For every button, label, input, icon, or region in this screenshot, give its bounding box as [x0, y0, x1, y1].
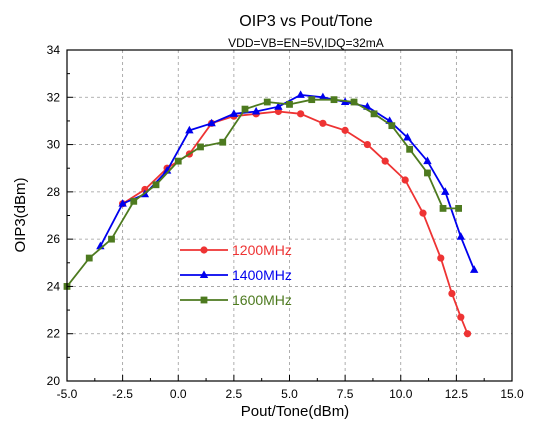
data-point-1600mhz: [219, 138, 227, 146]
data-point-1200mhz: [437, 254, 445, 262]
legend: 1200MHz 1400MHz 1600MHz: [180, 242, 292, 308]
data-point-1400mhz: [207, 118, 216, 127]
data-point-1200mhz: [401, 176, 409, 184]
data-point-1200mhz: [319, 119, 327, 127]
series-1600mhz: [63, 96, 462, 290]
data-point-1200mhz: [448, 289, 456, 298]
x-tick-label: 5.0: [281, 387, 298, 401]
data-point-1400mhz: [274, 102, 283, 110]
legend-label: 1400MHz: [232, 267, 292, 283]
data-point-1400mhz: [251, 106, 261, 115]
data-point-1400mhz: [441, 187, 450, 195]
data-point-1400mhz: [403, 132, 412, 141]
x-tick-label: -2.5: [112, 387, 133, 401]
data-point-1600mhz: [108, 235, 115, 243]
x-tick-label: 7.5: [337, 387, 354, 401]
data-point-1600mhz: [263, 98, 271, 106]
data-point-1400mhz: [118, 199, 127, 207]
data-point-1600mhz: [197, 143, 204, 151]
data-point-1400mhz: [423, 156, 432, 165]
data-point-1600mhz: [370, 110, 378, 118]
chart-title: OIP3 vs Pout/Tone: [239, 13, 373, 30]
legend-label: 1200MHz: [232, 242, 292, 258]
x-tick-label: 10.0: [389, 387, 413, 401]
y-tick-label: 24: [47, 279, 61, 293]
legend-item-1600mhz: 1600MHz: [180, 292, 292, 308]
data-point-1200mhz: [297, 110, 305, 118]
data-point-1200mhz: [419, 209, 427, 217]
x-tick-label: -5.0: [57, 387, 78, 401]
legend-marker: [200, 296, 208, 304]
grid: [67, 50, 512, 381]
legend-label: 1600MHz: [232, 292, 292, 308]
data-point-1400mhz: [296, 90, 305, 98]
data-point-1200mhz: [363, 140, 371, 149]
y-tick-label: 22: [47, 327, 61, 341]
y-tick-label: 26: [47, 232, 61, 246]
legend-item-1400mhz: 1400MHz: [180, 267, 292, 283]
data-point-1600mhz: [241, 105, 249, 113]
data-point-1400mhz: [456, 232, 466, 240]
data-point-1600mhz: [388, 122, 396, 130]
data-point-1600mhz: [455, 205, 462, 212]
chart-subtitle: VDD=VB=EN=5V,IDQ=32mA: [228, 36, 384, 50]
data-point-1600mhz: [439, 205, 447, 212]
data-point-1600mhz: [424, 169, 431, 177]
data-point-1200mhz: [341, 126, 349, 134]
y-tick-label: 32: [47, 90, 61, 104]
series-line-1600mhz: [66, 98, 459, 287]
legend-item-1200mhz: 1200MHz: [180, 242, 292, 258]
x-tick-label: 0.0: [170, 387, 187, 401]
data-point-1400mhz: [318, 92, 328, 101]
y-tick-label: 30: [47, 138, 61, 152]
data-point-1600mhz: [130, 197, 138, 205]
data-point-1600mhz: [286, 100, 293, 108]
data-point-1400mhz: [469, 265, 479, 273]
y-tick-label: 20: [47, 374, 61, 388]
x-tick-label: 12.5: [445, 387, 469, 401]
x-axis-label: Pout/Tone(dBm): [241, 403, 349, 420]
data-point-1600mhz: [152, 181, 160, 189]
ticks: -5.0 -2.5 0.0 2.5 5.0 7.5 10.0 12.5 15.0 20 22 24 26…: [47, 43, 524, 401]
data-point-1600mhz: [330, 96, 338, 104]
y-axis-label: OIP3(dBm): [12, 177, 29, 252]
data-point-1200mhz: [463, 330, 472, 338]
legend-marker: [200, 246, 208, 254]
y-tick-label: 34: [47, 43, 61, 57]
data-point-1200mhz: [457, 313, 465, 321]
data-point-1600mhz: [174, 157, 182, 165]
x-tick-label: 2.5: [226, 387, 243, 401]
legend-marker: [199, 270, 209, 278]
data-point-1200mhz: [381, 157, 389, 165]
data-point-1600mhz: [406, 145, 414, 153]
y-tick-label: 28: [47, 185, 61, 199]
data-point-1600mhz: [85, 254, 93, 262]
data-point-1400mhz: [185, 125, 194, 134]
x-tick-label: 15.0: [500, 387, 524, 401]
data-point-1400mhz: [229, 109, 239, 117]
data-point-1600mhz: [308, 96, 316, 104]
series-1200mhz: [119, 107, 472, 338]
data-point-1600mhz: [350, 98, 358, 106]
